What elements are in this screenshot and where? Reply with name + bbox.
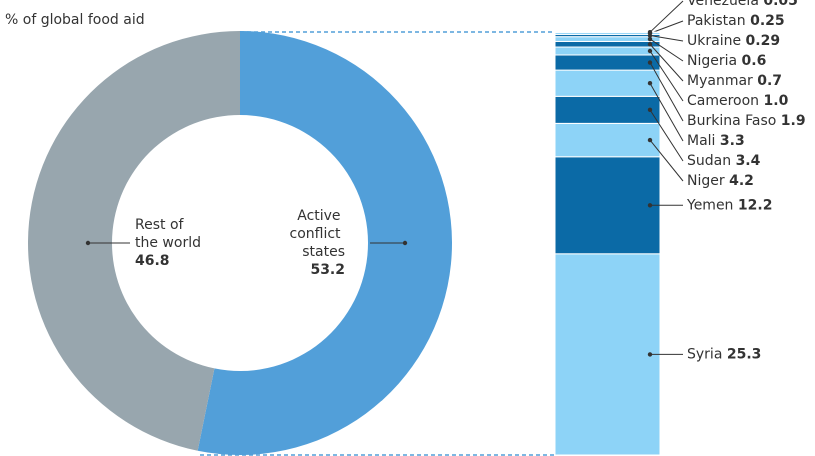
bar-segment [554, 54, 661, 71]
bar-segment [554, 253, 661, 456]
leader-dot [647, 81, 653, 86]
donut-slice [197, 31, 452, 455]
segment-name: Cameroon [687, 93, 759, 109]
slice-value: 46.8 [135, 253, 170, 269]
segment-label: Nigeria 0.6 [687, 53, 766, 69]
segment-name: Mali [687, 133, 715, 149]
leader-line [649, 0, 684, 33]
leader-dot [647, 107, 653, 113]
segment-label: Cameroon 1.0 [687, 93, 789, 109]
donut-slice [28, 31, 241, 451]
bar-segment [554, 46, 661, 56]
segment-name: Syria [687, 346, 722, 362]
segment-value: 3.3 [720, 133, 745, 149]
chart-title: % of global food aid [5, 12, 145, 28]
leader-line [649, 139, 684, 182]
leader-line [649, 38, 684, 62]
leader-line [649, 82, 684, 142]
leader-dot [647, 352, 653, 357]
segment-label: Ukraine 0.29 [687, 33, 780, 49]
segment-label: Venezuela 0.05 [687, 0, 798, 9]
segment-value: 0.05 [763, 0, 798, 9]
slice-label: Rest of the world [135, 217, 201, 251]
slice-value: 53.2 [310, 262, 345, 278]
segment-value: 0.7 [757, 73, 782, 89]
segment-name: Venezuela [687, 0, 759, 9]
leader-dot [647, 29, 653, 35]
leader-dot [647, 137, 653, 143]
leader-dot [647, 60, 653, 65]
segment-name: Yemen [686, 197, 733, 213]
label-line: Rest of [135, 217, 188, 233]
segment-name: Ukraine [687, 33, 741, 49]
leader-dot [647, 42, 653, 47]
label-line: the world [135, 235, 201, 251]
leader-line [649, 43, 684, 82]
leader-dot [647, 36, 653, 42]
segment-value: 1.9 [781, 113, 806, 129]
leader-dot [647, 48, 653, 54]
leader-line [649, 50, 684, 102]
segment-label: Burkina Faso 1.9 [687, 113, 806, 129]
segment-value: 25.3 [727, 346, 762, 362]
leader-line [649, 62, 684, 122]
segment-value: 3.4 [736, 153, 761, 169]
segment-name: Pakistan [687, 13, 746, 29]
segment-label: Myanmar 0.7 [687, 73, 782, 89]
leader-line [649, 109, 684, 162]
leader-dot [85, 240, 91, 246]
segment-label: Yemen 12.2 [686, 197, 772, 213]
leader-line [649, 35, 684, 42]
bar-segment [554, 122, 661, 158]
label-line: conflict [290, 226, 345, 242]
leader-dot [402, 240, 408, 246]
segment-label: Niger 4.2 [687, 173, 754, 189]
segment-label: Syria 25.3 [687, 346, 761, 362]
segment-value: 4.2 [729, 173, 754, 189]
segment-value: 0.25 [750, 13, 785, 29]
label-line: states [302, 244, 345, 260]
leader-dot [647, 203, 653, 208]
bar-segment [554, 40, 661, 48]
segment-value: 12.2 [738, 197, 773, 213]
bar-segment [554, 36, 661, 42]
segment-name: Niger [687, 173, 725, 189]
bar-segment [554, 95, 661, 124]
segment-name: Myanmar [687, 73, 753, 89]
bar-segment [554, 156, 661, 255]
segment-label: Sudan 3.4 [687, 153, 761, 169]
segment-name: Nigeria [687, 53, 737, 69]
segment-value: 0.29 [746, 33, 781, 49]
bar-segment [554, 69, 661, 97]
segment-label: Pakistan 0.25 [687, 13, 785, 29]
label-line: Active [297, 208, 345, 224]
segment-value: 1.0 [764, 93, 789, 109]
segment-name: Burkina Faso [687, 113, 776, 129]
slice-label: Active conflict states [290, 208, 345, 260]
segment-label: Mali 3.3 [687, 133, 745, 149]
segment-value: 0.6 [742, 53, 767, 69]
leader-line [649, 20, 684, 34]
segment-name: Sudan [687, 153, 731, 169]
